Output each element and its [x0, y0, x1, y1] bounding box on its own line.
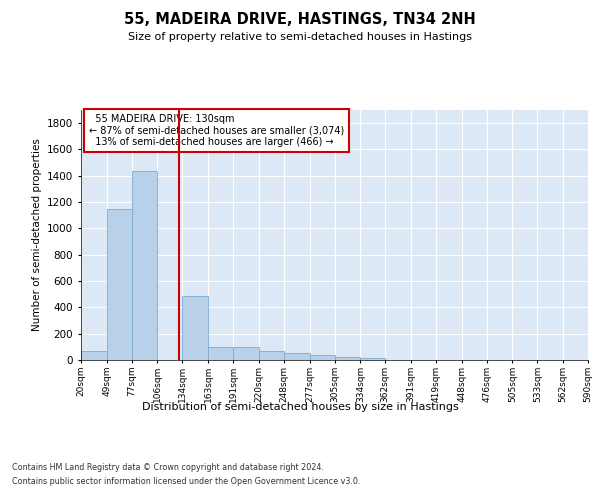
Bar — [107, 208, 132, 360]
Text: Distribution of semi-detached houses by size in Hastings: Distribution of semi-detached houses by … — [142, 402, 458, 412]
Bar — [233, 347, 259, 360]
Text: Contains HM Land Registry data © Crown copyright and database right 2024.: Contains HM Land Registry data © Crown c… — [12, 462, 324, 471]
Bar — [284, 353, 310, 360]
Bar — [360, 358, 385, 360]
Y-axis label: Number of semi-detached properties: Number of semi-detached properties — [32, 138, 41, 332]
Bar — [81, 352, 107, 360]
Bar — [208, 347, 233, 360]
Bar — [132, 170, 157, 360]
Bar — [182, 296, 208, 360]
Text: 55, MADEIRA DRIVE, HASTINGS, TN34 2NH: 55, MADEIRA DRIVE, HASTINGS, TN34 2NH — [124, 12, 476, 28]
Bar — [259, 351, 284, 360]
Text: 55 MADEIRA DRIVE: 130sqm
← 87% of semi-detached houses are smaller (3,074)
  13%: 55 MADEIRA DRIVE: 130sqm ← 87% of semi-d… — [89, 114, 344, 147]
Bar — [335, 356, 360, 360]
Text: Contains public sector information licensed under the Open Government Licence v3: Contains public sector information licen… — [12, 478, 361, 486]
Bar — [310, 354, 335, 360]
Text: Size of property relative to semi-detached houses in Hastings: Size of property relative to semi-detach… — [128, 32, 472, 42]
